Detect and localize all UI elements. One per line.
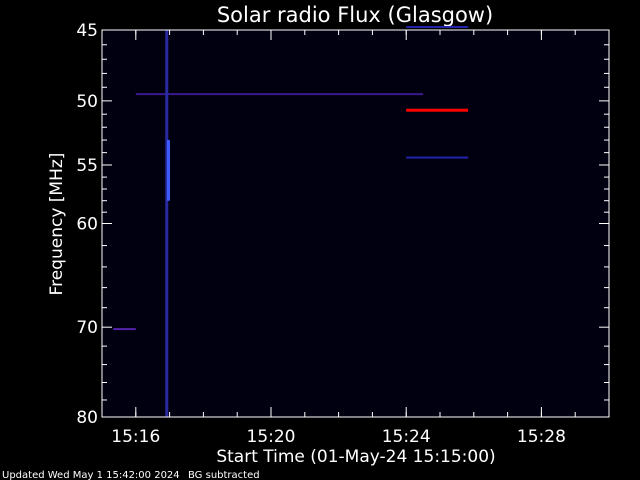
y-tick-label: 70 (76, 318, 98, 338)
x-tick-label: 15:16 (111, 427, 160, 447)
spectrogram-vertical-burst (166, 140, 170, 201)
y-axis-label: Frequency [MHz] (47, 153, 67, 296)
plot-background (102, 30, 609, 417)
spectrogram-band (406, 26, 469, 29)
x-axis-ticks: 15:16 15:20 15:24 15:28 (101, 30, 610, 447)
y-tick-label: 50 (76, 92, 98, 112)
plot-area (101, 26, 610, 418)
x-tick-label: 15:28 (517, 427, 566, 447)
spectrogram-vertical-burst (165, 30, 169, 417)
x-tick-label: 15:20 (247, 427, 296, 447)
x-axis-label: Start Time (01-May-24 15:15:00) (216, 447, 495, 467)
spectrogram-band (135, 93, 424, 96)
chart-title: Solar radio Flux (Glasgow) (217, 3, 493, 27)
y-tick-label: 60 (76, 215, 98, 235)
spectrogram-band (113, 328, 136, 331)
spectrogram-band (406, 156, 469, 159)
footer-bg-subtracted: BG subtracted (188, 470, 260, 480)
spectrogram-band (406, 108, 469, 112)
x-tick-label: 15:24 (382, 427, 431, 447)
y-tick-label: 55 (76, 156, 98, 176)
y-tick-label: 80 (76, 408, 98, 428)
footer-updated: Updated Wed May 1 15:42:00 2024 (2, 470, 180, 480)
y-tick-label: 45 (76, 21, 98, 41)
y-axis-ticks: 45 50 55 60 70 80 (76, 21, 609, 428)
